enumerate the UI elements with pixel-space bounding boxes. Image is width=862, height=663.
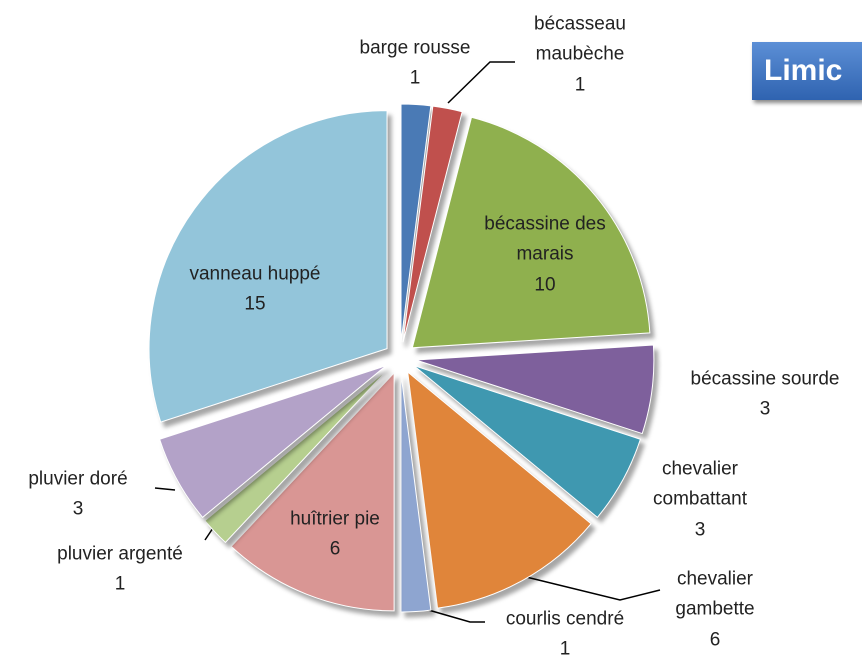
leader-lines <box>154 61 661 623</box>
data-label: barge rousse 1 <box>335 34 495 95</box>
value-label: 6 <box>329 539 341 560</box>
data-label: vanneau huppé 15 <box>155 260 355 321</box>
category-label: bécassine des marais <box>484 213 606 265</box>
value-label: 1 <box>559 639 571 660</box>
category-label: chevalier gambette <box>675 568 755 620</box>
chart-title: Limic <box>752 42 862 100</box>
value-label: 6 <box>709 629 721 651</box>
pie-slice <box>415 344 655 435</box>
data-label: courlis cendré 1 <box>480 605 650 663</box>
leader-line <box>154 487 176 491</box>
data-label: pluvier doré 3 <box>8 465 148 526</box>
category-label: bécasseau maubèche <box>534 13 626 65</box>
pie-slice <box>204 368 389 544</box>
data-label: chevalier gambette 6 <box>655 564 775 655</box>
pie-slice <box>230 371 395 612</box>
pie-slice <box>400 373 432 613</box>
data-label: bécassine des marais 10 <box>465 209 625 300</box>
pie-slice <box>407 370 592 609</box>
value-label: 1 <box>574 74 586 96</box>
value-label: 3 <box>694 519 706 541</box>
category-label: bécassine sourde <box>690 368 840 390</box>
data-label: huîtrier pie 6 <box>285 505 385 566</box>
category-label: huîtrier pie <box>290 508 380 530</box>
category-label: barge rousse <box>359 37 471 59</box>
leader-line <box>517 574 661 601</box>
pie-slice <box>411 116 651 349</box>
value-label: 15 <box>244 294 266 315</box>
data-label: bécassine sourde 3 <box>665 365 862 426</box>
data-label: pluvier argenté 1 <box>30 540 210 601</box>
data-label: bécasseau maubèche 1 <box>525 9 635 100</box>
pie-slice <box>400 103 432 343</box>
value-label: 1 <box>409 68 421 89</box>
value-label: 10 <box>534 274 556 296</box>
leader-line <box>417 606 485 623</box>
category-label: pluvier doré <box>28 468 128 490</box>
value-label: 3 <box>759 399 771 420</box>
category-label: vanneau huppé <box>189 263 321 285</box>
category-label: chevalier combattant <box>653 458 747 510</box>
data-label: chevalier combattant 3 <box>630 454 770 545</box>
pie-slice <box>413 365 642 519</box>
pie-slice <box>158 365 387 519</box>
category-label: pluvier argenté <box>57 543 183 565</box>
pie-slice <box>402 105 463 343</box>
category-label: courlis cendré <box>505 608 625 630</box>
value-label: 3 <box>72 499 84 520</box>
leader-line <box>447 61 515 104</box>
value-label: 1 <box>114 574 126 595</box>
pie-slice <box>148 110 388 423</box>
